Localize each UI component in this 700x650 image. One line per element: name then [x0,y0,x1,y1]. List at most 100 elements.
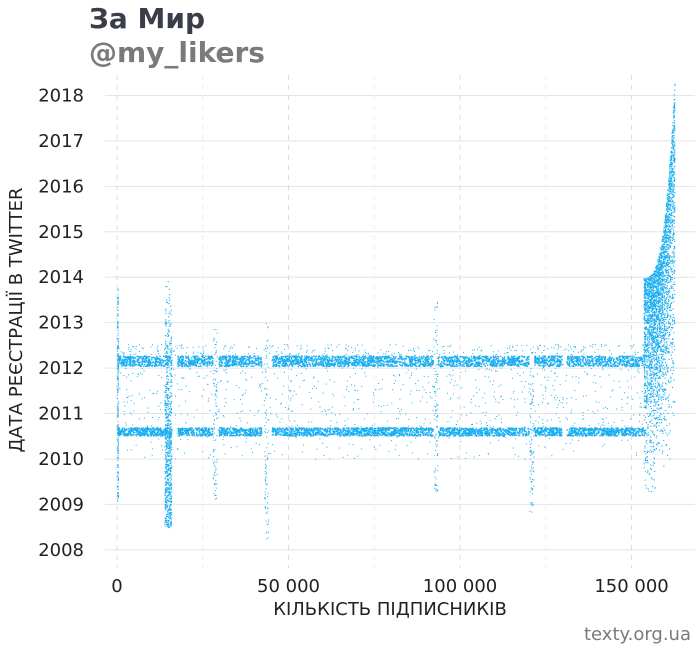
data-point [247,363,250,365]
data-point [313,433,316,436]
data-point [247,429,250,431]
data-point [478,363,480,366]
data-point [485,434,488,436]
data-point [294,358,296,361]
data-point [236,433,239,435]
data-point [249,430,252,432]
data-point [206,365,208,368]
data-point [633,433,636,435]
data-point [225,428,228,431]
data-point [250,435,252,437]
data-point [277,431,279,433]
data-point [453,355,455,357]
data-point [393,365,395,367]
data-point [611,432,614,435]
data-point [550,427,552,430]
data-point [377,432,380,434]
data-point [612,430,614,432]
data-point [130,430,133,432]
data-point [233,362,235,365]
data-point [525,430,527,433]
data-point [396,427,398,430]
data-point [572,365,575,368]
data-point [410,360,412,362]
data-point [352,363,354,365]
data-point [407,429,409,431]
data-point [474,434,476,437]
data-point [543,365,545,368]
data-point [638,429,640,431]
data-point [236,358,239,360]
data-point [153,427,155,429]
data-point [548,356,550,358]
data-point [353,428,355,431]
data-point [500,428,502,430]
data-point [339,434,342,436]
data-point [401,433,403,436]
data-point [408,357,411,359]
data-point [297,356,299,358]
data-point [624,431,626,434]
data-point [301,429,303,432]
data-point [238,362,241,364]
data-point [642,428,644,430]
data-point [629,434,632,436]
data-point [366,357,369,359]
data-point [458,428,460,430]
data-point [511,433,513,435]
data-point [424,428,426,430]
data-point [144,433,146,435]
data-point [156,364,158,367]
data-point [539,432,542,434]
data-point [225,360,227,362]
data-point [311,359,313,361]
data-point [368,434,370,436]
data-point [329,429,331,432]
data-point [351,364,353,367]
data-point [594,363,596,365]
data-point [591,364,593,367]
data-point [200,365,202,367]
data-point [612,431,614,433]
data-point [244,362,246,364]
data-point [442,430,445,432]
data-point [633,430,635,432]
data-point [463,432,466,435]
data-point [251,434,254,437]
data-point [376,357,378,359]
data-point [182,362,184,365]
data-point [628,434,630,436]
data-point [331,428,334,430]
data-point [130,360,132,363]
data-point [136,430,138,432]
data-point [339,356,342,359]
data-point [351,433,353,436]
data-point [438,434,441,437]
data-point [405,355,407,358]
data-point [415,431,418,434]
data-point [371,427,373,429]
data-point [297,430,299,432]
data-point [538,432,540,435]
data-point [512,359,515,361]
data-point [198,430,201,433]
data-point [515,427,518,429]
data-point [452,360,454,362]
data-point [229,363,231,366]
data-point [480,365,483,368]
data-point [483,363,485,366]
data-point [416,431,419,434]
data-point [154,358,157,360]
data-point [496,364,498,366]
data-point [378,361,381,363]
data-point [344,357,346,359]
data-point [218,365,221,367]
data-point [438,364,440,367]
data-point [592,428,594,430]
data-point [281,356,283,358]
data-point [192,429,195,432]
data-point [369,359,371,361]
data-point [615,432,617,435]
data-point [132,427,134,430]
data-point [118,427,121,429]
